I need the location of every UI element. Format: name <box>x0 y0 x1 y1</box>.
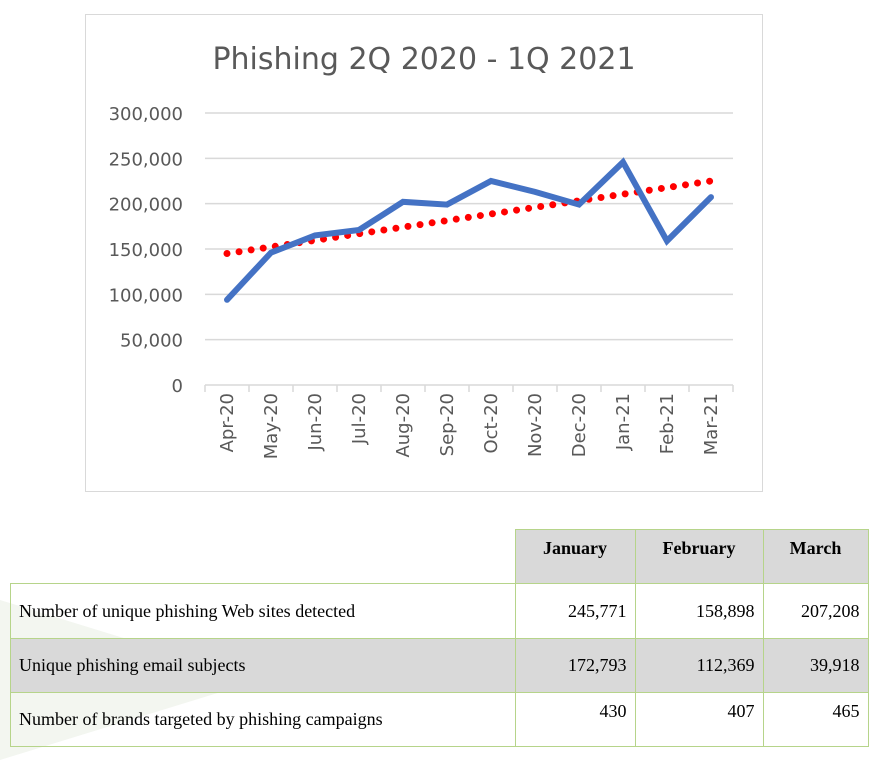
x-tick-label: May-20 <box>261 393 282 459</box>
chart-title: Phishing 2Q 2020 - 1Q 2021 <box>212 42 635 77</box>
y-tick-label: 100,000 <box>109 285 183 306</box>
chart-container: Phishing 2Q 2020 - 1Q 2021 0 50,000 100,00… <box>85 14 763 492</box>
table-header-january: January <box>515 530 635 584</box>
line-chart: Phishing 2Q 2020 - 1Q 2021 0 50,000 100,00… <box>86 15 762 491</box>
cell-value: 172,793 <box>515 639 635 693</box>
x-tick-label: Feb-21 <box>657 393 678 454</box>
x-tick-label: Apr-20 <box>217 393 238 452</box>
y-tick-label: 200,000 <box>109 195 183 216</box>
table-header-row: January February March <box>11 530 869 584</box>
table-header-march: March <box>763 530 868 584</box>
row-label: Number of brands targeted by phishing ca… <box>11 693 516 747</box>
x-tick-label: Dec-20 <box>569 393 590 457</box>
table-header-february: February <box>635 530 763 584</box>
y-tick-label: 150,000 <box>109 240 183 261</box>
cell-value: 207,208 <box>763 584 868 639</box>
table-row: Number of brands targeted by phishing ca… <box>11 693 869 747</box>
cell-value: 39,918 <box>763 639 868 693</box>
cell-value: 158,898 <box>635 584 763 639</box>
y-tick-label: 300,000 <box>109 104 183 125</box>
x-tick-label: Oct-20 <box>481 393 502 454</box>
cell-value: 430 <box>515 693 635 747</box>
row-label: Unique phishing email subjects <box>11 639 516 693</box>
series-line <box>227 162 711 300</box>
row-label: Number of unique phishing Web sites dete… <box>11 584 516 639</box>
y-tick-label: 0 <box>172 376 183 397</box>
y-tick-label: 250,000 <box>109 149 183 170</box>
x-tick-label: Jan-21 <box>613 393 634 451</box>
x-tick-label: Jun-20 <box>305 393 326 452</box>
cell-value: 465 <box>763 693 868 747</box>
x-tick-label: Aug-20 <box>393 393 414 458</box>
phishing-stats-table: January February March Number of unique … <box>10 529 869 747</box>
x-tick-label: Sep-20 <box>437 393 458 456</box>
x-tick-label: Jul-20 <box>349 393 370 445</box>
x-tick-label: Nov-20 <box>525 393 546 457</box>
table-row: Unique phishing email subjects 172,793 1… <box>11 639 869 693</box>
table-header-blank <box>11 530 516 584</box>
cell-value: 407 <box>635 693 763 747</box>
table-row: Number of unique phishing Web sites dete… <box>11 584 869 639</box>
x-tick-label: Mar-21 <box>701 393 722 455</box>
y-tick-label: 50,000 <box>120 331 183 352</box>
cell-value: 112,369 <box>635 639 763 693</box>
cell-value: 245,771 <box>515 584 635 639</box>
